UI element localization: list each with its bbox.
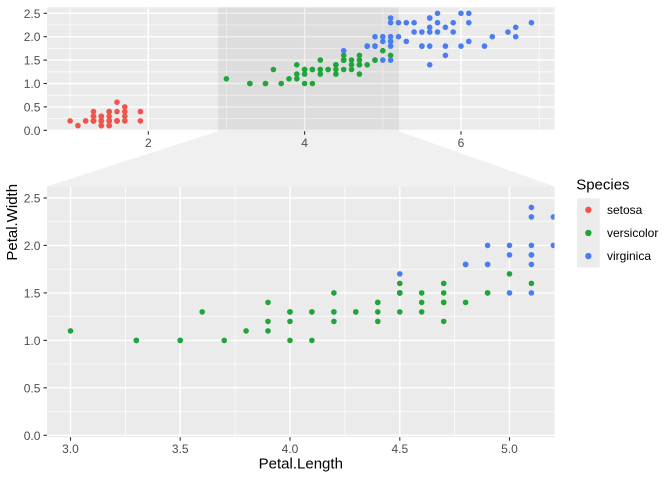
svg-text:2.0: 2.0 <box>24 30 41 44</box>
svg-text:3.5: 3.5 <box>172 442 189 456</box>
svg-text:4.0: 4.0 <box>282 442 299 456</box>
svg-text:2.5: 2.5 <box>24 7 41 21</box>
svg-text:0.5: 0.5 <box>24 381 41 395</box>
svg-text:5.0: 5.0 <box>501 442 518 456</box>
svg-text:3.0: 3.0 <box>62 442 79 456</box>
svg-text:setosa: setosa <box>607 203 643 217</box>
svg-text:0.0: 0.0 <box>24 124 41 138</box>
svg-text:2.5: 2.5 <box>24 192 41 206</box>
svg-text:virginica: virginica <box>607 249 651 263</box>
svg-text:6: 6 <box>458 136 465 150</box>
svg-text:2: 2 <box>145 136 152 150</box>
svg-text:1.0: 1.0 <box>24 334 41 348</box>
svg-text:versicolor: versicolor <box>607 226 658 240</box>
svg-text:Petal.Length: Petal.Length <box>259 456 343 473</box>
svg-text:0.0: 0.0 <box>24 429 41 443</box>
svg-text:0.5: 0.5 <box>24 100 41 114</box>
svg-text:1.5: 1.5 <box>24 54 41 68</box>
svg-text:Species: Species <box>576 176 629 193</box>
svg-text:4: 4 <box>301 136 308 150</box>
svg-text:Petal.Width: Petal.Width <box>4 184 21 261</box>
svg-text:2.0: 2.0 <box>24 239 41 253</box>
svg-text:1.5: 1.5 <box>24 286 41 300</box>
svg-text:1.0: 1.0 <box>24 77 41 91</box>
svg-text:4.5: 4.5 <box>391 442 408 456</box>
